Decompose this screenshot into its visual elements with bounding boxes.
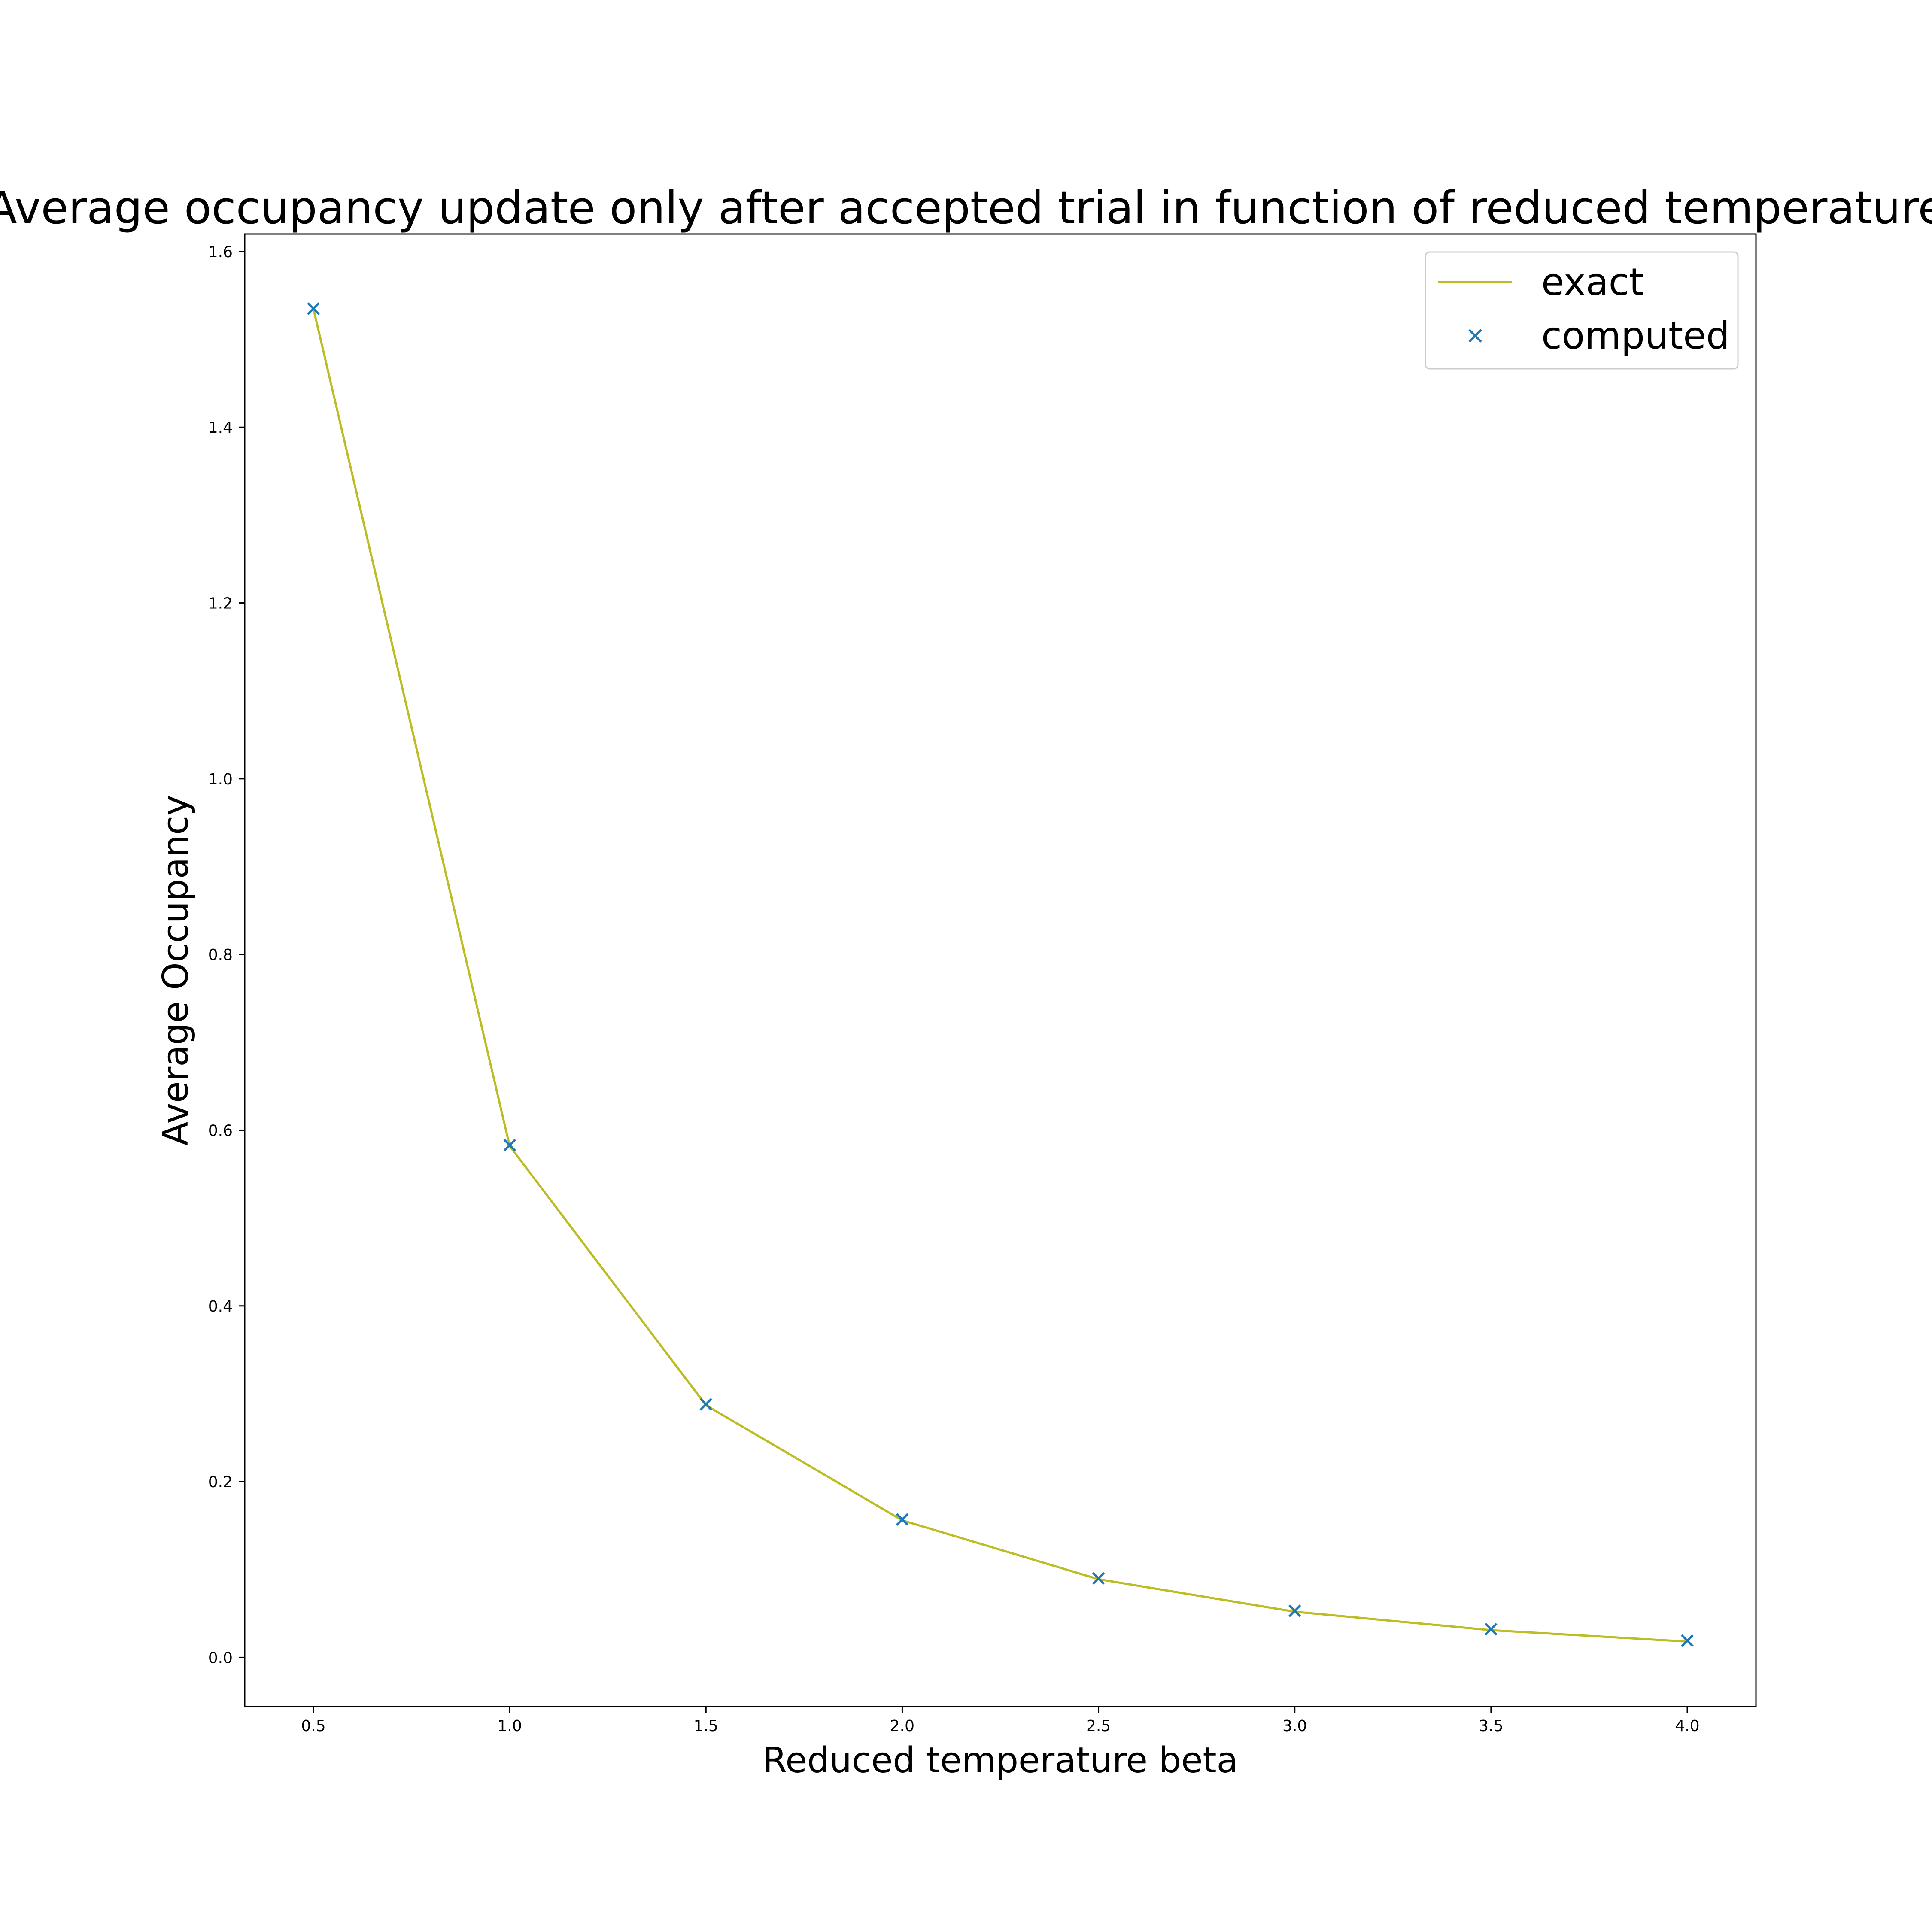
- y-tick-label: 0.6: [208, 1122, 233, 1139]
- data-point-computed: [896, 1513, 909, 1526]
- series-line-exact: [312, 308, 1688, 1643]
- legend-label-computed: computed: [1541, 314, 1730, 358]
- x-tick-label: 3.5: [1479, 1717, 1503, 1735]
- x-axis-label: Reduced temperature beta: [762, 1740, 1238, 1781]
- y-tick-label: 0.2: [208, 1473, 233, 1491]
- legend: exact computed: [1425, 251, 1739, 370]
- legend-x-marker: [1468, 329, 1482, 343]
- data-point-computed: [1288, 1604, 1301, 1617]
- y-tick-label: 1.6: [208, 243, 233, 261]
- data-point-computed: [503, 1139, 516, 1152]
- y-axis-label: Average Occupancy: [155, 795, 196, 1145]
- data-point-computed: [307, 302, 320, 315]
- series-layer: [307, 302, 1694, 1647]
- x-tick-label: 3.0: [1282, 1717, 1307, 1735]
- x-tick-label: 4.0: [1675, 1717, 1699, 1735]
- plot-area: [244, 233, 1757, 1707]
- y-tick-label: 1.2: [208, 595, 233, 613]
- data-point-computed: [1681, 1634, 1694, 1647]
- data-point-computed: [1485, 1623, 1498, 1636]
- legend-computed-marker: [1468, 329, 1482, 343]
- x-tick-label: 2.0: [890, 1717, 914, 1735]
- y-tick-label: 1.0: [208, 771, 233, 788]
- y-tick-label: 1.4: [208, 419, 233, 437]
- data-point-computed: [1092, 1572, 1105, 1585]
- y-tick-label: 0.4: [208, 1298, 233, 1315]
- chart-title: Average occupancy update only after acce…: [0, 182, 1932, 234]
- x-tick-label: 0.5: [301, 1717, 325, 1735]
- x-axis: 0.5 1.0 1.5 2.0 2.5 3.0 3.5 4.0: [301, 1707, 1700, 1735]
- x-tick-label: 1.5: [694, 1717, 718, 1735]
- y-tick-label: 0.8: [208, 946, 233, 964]
- legend-label-exact: exact: [1541, 260, 1644, 304]
- y-axis: 0.0 0.2 0.4 0.6 0.8 1.0 1.2 1.4 1.6: [208, 243, 245, 1667]
- x-tick-label: 1.0: [498, 1717, 522, 1735]
- y-tick-label: 0.0: [208, 1649, 233, 1667]
- data-point-computed: [699, 1398, 713, 1411]
- x-tick-label: 2.5: [1086, 1717, 1111, 1735]
